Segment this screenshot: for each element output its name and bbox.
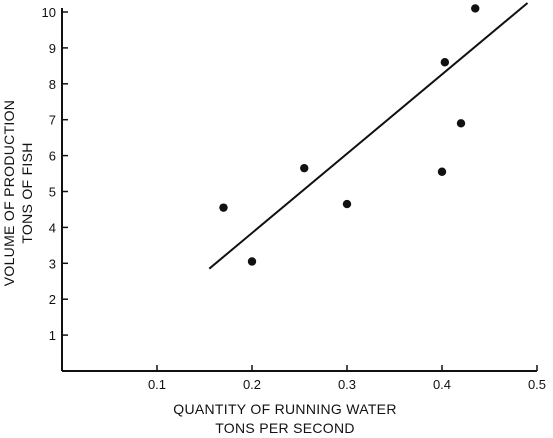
x-tick-label: 0.4 — [433, 377, 451, 392]
data-point — [247, 257, 257, 266]
x-axis-label-line-2: TONS PER SECOND — [215, 420, 355, 436]
y-axis-label: VOLUME OF PRODUCTION TONS OF FISH — [1, 100, 35, 286]
data-point — [456, 119, 466, 128]
y-tick-label: 8 — [49, 77, 56, 92]
y-tick-label: 6 — [49, 149, 56, 164]
trend-line — [208, 2, 529, 270]
data-point — [342, 199, 352, 209]
x-tick-label: 0.5 — [528, 377, 546, 392]
data-point — [471, 4, 480, 13]
y-tick-label: 7 — [49, 113, 56, 128]
x-tick-label: 0.1 — [148, 377, 166, 392]
data-point — [437, 167, 447, 176]
y-tick-label: 2 — [49, 292, 56, 307]
y-tick-label: 3 — [49, 256, 56, 271]
data-point — [440, 58, 450, 67]
x-tick-label: 0.2 — [243, 377, 261, 392]
y-tick-label: 1 — [49, 328, 56, 343]
y-tick-label: 4 — [49, 220, 56, 235]
y-tick-label: 10 — [42, 5, 56, 20]
plot-area: 1 2 3 4 5 6 7 8 9 10 0.1 0.2 0.3 0.4 0.5 — [42, 2, 546, 392]
x-tick-label: 0.3 — [338, 377, 356, 392]
x-axis-label-line-1: QUANTITY OF RUNNING WATER — [173, 401, 396, 417]
y-axis-label-line-2: TONS OF FISH — [19, 142, 35, 243]
y-tick-label: 9 — [49, 41, 56, 56]
y-axis-label-line-1: VOLUME OF PRODUCTION — [1, 100, 17, 286]
data-point — [219, 203, 228, 212]
x-axis-label: QUANTITY OF RUNNING WATER TONS PER SECON… — [173, 401, 396, 436]
data-point — [300, 163, 309, 173]
y-tick-label: 5 — [49, 185, 56, 200]
